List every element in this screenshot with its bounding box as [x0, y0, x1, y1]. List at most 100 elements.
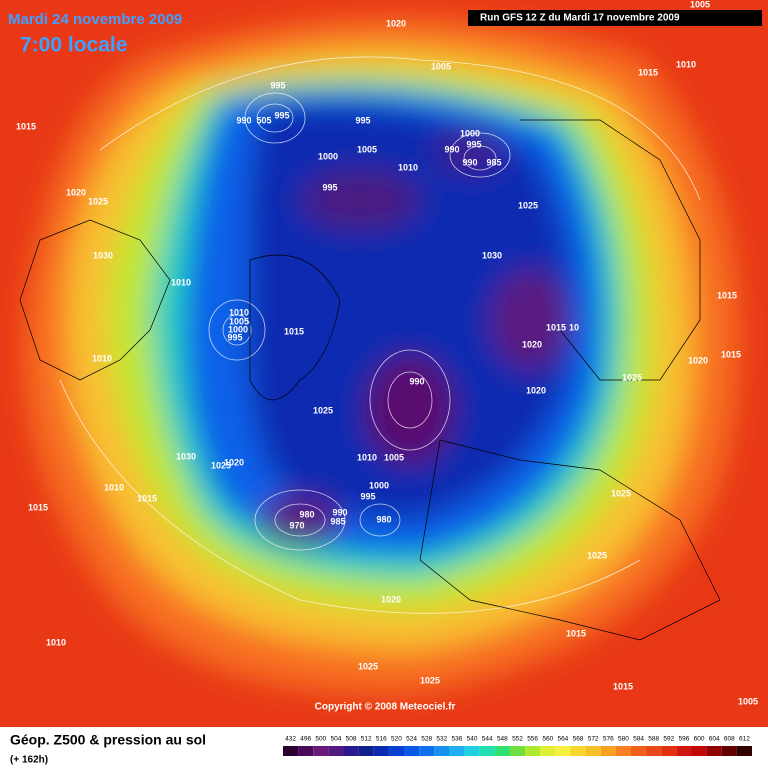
isobar-label: 1000: [228, 324, 248, 334]
isobar-label: 990: [462, 157, 477, 167]
legend-swatch: [630, 746, 647, 756]
isobar-label: 1025: [611, 488, 631, 498]
legend-tick-label: 576: [603, 736, 614, 743]
isobar-label: 1020: [381, 594, 401, 604]
isobar-label: 1005: [431, 61, 451, 71]
isobar-label: 1020: [688, 355, 708, 365]
isobar-label: 1005: [738, 696, 758, 706]
isobar-label: 1020: [386, 18, 406, 28]
isobar-label: 1000: [460, 128, 480, 138]
isobar-label: 1015: [284, 326, 304, 336]
legend-tick-label: 528: [421, 736, 432, 743]
isobar-label: 995: [227, 332, 242, 342]
isobar-label: 1005: [690, 0, 710, 9]
isobar-label: 995: [360, 491, 375, 501]
legend-swatch: [373, 746, 389, 756]
legend-tick-label: 500: [315, 736, 326, 743]
isobar-label: 1020: [526, 385, 546, 395]
isobar-label: 990: [409, 376, 424, 386]
legend-tick-label: 592: [663, 736, 674, 743]
legend-tick-label: 584: [633, 736, 644, 743]
legend-swatch: [736, 746, 752, 756]
legend-tick-label: 568: [573, 736, 584, 743]
isobar-label: 1005: [357, 144, 377, 154]
isobars: [59, 56, 701, 614]
isobar-label: 1020: [66, 187, 86, 197]
isobar-label: 1005: [384, 452, 404, 462]
isobar-label: 1025: [587, 550, 607, 560]
isobar-label: 1030: [93, 250, 113, 260]
isobar-label: 1030: [176, 451, 196, 461]
isobar-label: 1015: [16, 121, 36, 131]
legend-tick-label: 432: [285, 736, 296, 743]
legend-swatch: [721, 746, 737, 756]
isobar-label: 985: [486, 157, 501, 167]
legend-tick-label: 604: [709, 736, 720, 743]
isobar-label: 1025: [622, 372, 642, 382]
legend-tick-label: 560: [542, 736, 553, 743]
legend-swatch: [646, 746, 662, 756]
legend-tick-label: 508: [346, 736, 357, 743]
isobar-label: 1010: [229, 307, 249, 317]
legend-tick-label: 496: [300, 736, 311, 743]
legend-swatch: [283, 746, 299, 756]
isobar-label: 1025: [420, 675, 440, 685]
date: Mardi 24 novembre 2009: [8, 11, 182, 28]
legend-tick-label: 536: [452, 736, 463, 743]
isobar-label: 1010: [357, 452, 377, 462]
legend-swatch: [313, 746, 329, 756]
isobar-label: 1015: [137, 493, 157, 503]
legend-tick-label: 548: [497, 736, 508, 743]
legend-swatch: [509, 746, 526, 756]
isobar-label: 1020: [522, 339, 542, 349]
isobar-label: 505: [256, 115, 271, 125]
isobar-label: 1010: [398, 162, 418, 172]
isobar-label: 1025: [518, 200, 538, 210]
legend-swatch: [555, 746, 571, 756]
legend-tick-label: 512: [361, 736, 372, 743]
legend-swatch: [585, 746, 601, 756]
legend-swatch: [540, 746, 556, 756]
footer-title: Géop. Z500 & pression au sol: [10, 732, 206, 748]
isobar-label: 995: [322, 182, 337, 192]
isobar-label: 1010: [92, 353, 112, 363]
isobar-label: 995: [274, 110, 289, 120]
isobar-label: 1025: [358, 661, 378, 671]
legend-swatch: [706, 746, 722, 756]
legend-swatch: [494, 746, 510, 756]
legend-tick-label: 556: [527, 736, 538, 743]
legend-swatch: [464, 746, 480, 756]
isobar-label: 1015: [28, 502, 48, 512]
legend-tick-label: 552: [512, 736, 523, 743]
isobar-label: 1010: [104, 482, 124, 492]
legend-tick-label: 596: [678, 736, 689, 743]
legend-swatch: [479, 746, 495, 756]
legend-swatch: [328, 746, 344, 756]
isobar-label: 1015: [721, 349, 741, 359]
isobar-label: 1000: [369, 480, 389, 490]
legend-swatch: [661, 746, 677, 756]
copyright: Copyright © 2008 Meteociel.fr: [315, 702, 456, 713]
legend-tick-label: 524: [406, 736, 417, 743]
legend-swatch: [434, 746, 450, 756]
isobar-label: 1000: [318, 151, 338, 161]
legend-swatch: [570, 746, 586, 756]
isobar-label: 1005: [229, 316, 249, 326]
isobar-label: 1015: [566, 628, 586, 638]
legend-swatch: [343, 746, 359, 756]
legend-tick-label: 520: [391, 736, 402, 743]
isobar-label: 980: [299, 509, 314, 519]
isobar-label: 990: [236, 115, 251, 125]
isobar-label: 990: [444, 144, 459, 154]
legend-tick-label: 544: [482, 736, 493, 743]
legend-tick-label: 612: [739, 736, 750, 743]
legend-swatch: [449, 746, 465, 756]
legend-swatch: [404, 746, 420, 756]
coastlines: [19, 119, 721, 641]
isobar-label: 1015: [717, 290, 737, 300]
isobar-label: 1025: [88, 196, 108, 206]
isobar-label: 1025: [211, 460, 231, 470]
isobar-label: 1010: [46, 637, 66, 647]
